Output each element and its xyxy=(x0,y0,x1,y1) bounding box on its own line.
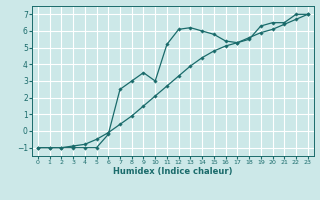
X-axis label: Humidex (Indice chaleur): Humidex (Indice chaleur) xyxy=(113,167,233,176)
